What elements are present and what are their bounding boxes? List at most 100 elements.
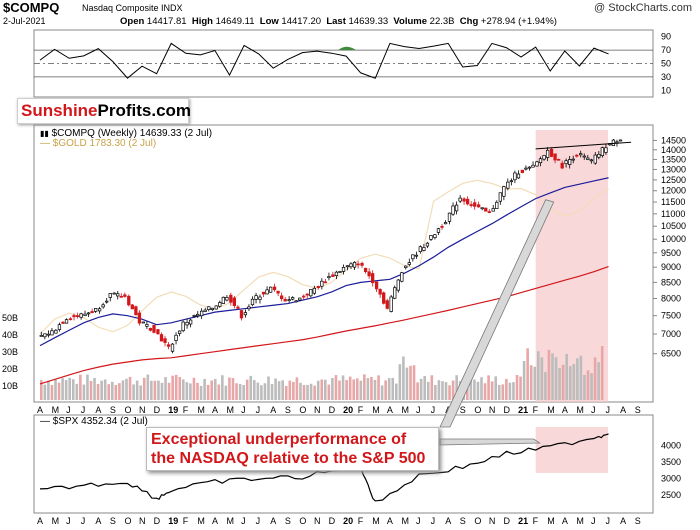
annotation-box: Exceptional underperformance of the NASD… [146, 427, 439, 471]
candle [560, 162, 564, 169]
volume-bar [150, 380, 153, 400]
volume-bar [377, 375, 380, 400]
candle [531, 164, 535, 168]
volume-value: 22.3B [429, 16, 455, 27]
candle [341, 266, 346, 272]
candle [553, 153, 557, 161]
candle [39, 335, 43, 337]
candle [174, 334, 178, 341]
candle [545, 149, 550, 158]
price-x-label: M [401, 405, 409, 415]
volume-bar [487, 375, 490, 400]
candle [506, 181, 510, 189]
candle [181, 321, 185, 332]
candle [327, 276, 331, 279]
volume-tick-label: 50B [2, 313, 18, 323]
candle [97, 308, 102, 312]
spx-tick-label: 3000 [661, 474, 681, 484]
candle [83, 313, 87, 317]
candle [404, 265, 408, 268]
spx-x-label: M [52, 516, 60, 526]
spx-x-label: S [460, 516, 466, 526]
candle [360, 262, 364, 266]
volume-bar [221, 375, 224, 400]
candle [338, 271, 342, 273]
price-x-label: A [562, 405, 568, 415]
candle [127, 295, 131, 306]
price-x-label: D [329, 405, 336, 415]
open-value: 14417.81 [146, 16, 187, 27]
candle [188, 319, 193, 325]
volume-bar [178, 377, 182, 400]
candle [302, 295, 306, 298]
candle [538, 158, 543, 164]
ma-short-line [39, 177, 609, 347]
volume-bar [306, 385, 309, 400]
price-x-label: 20 [343, 405, 353, 415]
candle [200, 310, 204, 317]
candle [203, 309, 207, 312]
candle [101, 304, 105, 308]
candle [440, 226, 444, 228]
volume-bar [363, 374, 366, 400]
volume-bar [64, 380, 68, 400]
volume-bar [409, 365, 412, 400]
rsi-tick-label: 70 [661, 45, 671, 55]
candle [207, 306, 211, 310]
candle [564, 160, 568, 165]
candle [258, 296, 262, 300]
copyright-link[interactable]: @ StockCharts.com [594, 2, 692, 14]
candle [520, 169, 525, 173]
volume-bar [391, 377, 395, 400]
candle [123, 294, 127, 297]
volume-bar [366, 378, 370, 400]
price-x-label: M [227, 405, 235, 415]
volume-bar [292, 381, 295, 400]
price-x-label: M [372, 405, 380, 415]
volume-bar [61, 378, 64, 400]
volume-bar [203, 378, 206, 400]
price-x-label: D [154, 405, 161, 415]
volume-bar [448, 385, 451, 400]
volume-bar [473, 379, 476, 400]
spx-x-label: F [358, 516, 364, 526]
candle [582, 155, 586, 158]
volume-bar [402, 356, 405, 400]
candle [137, 312, 142, 324]
volume-bar [146, 374, 150, 400]
candle [177, 330, 182, 334]
volume-bar [164, 377, 167, 400]
volume-bar [274, 378, 277, 400]
candle [513, 172, 517, 181]
candle [484, 207, 488, 212]
volume-bar [210, 380, 213, 400]
volume-bar [593, 357, 597, 400]
candle [236, 306, 240, 309]
volume-bar [526, 348, 529, 400]
candle [371, 273, 375, 284]
spx-x-label: D [329, 516, 336, 526]
candle [72, 315, 76, 318]
candle [159, 334, 164, 342]
candle [516, 173, 521, 179]
candle [94, 307, 98, 312]
volume-bar [359, 380, 363, 400]
volume-bar [405, 367, 409, 400]
candle [268, 286, 273, 293]
price-x-label: A [37, 405, 43, 415]
volume-bar [100, 380, 103, 400]
volume-bar [199, 385, 203, 400]
volume-bar [89, 380, 93, 400]
volume-bar [132, 384, 135, 400]
volume-bar [494, 376, 497, 400]
candle [458, 197, 462, 202]
candle [90, 311, 94, 314]
candle [43, 333, 47, 338]
volume-tick-label: 20B [2, 364, 18, 374]
volume-bar [345, 380, 348, 400]
price-tick-label: 14000 [661, 145, 686, 155]
candle [473, 202, 477, 207]
candle [462, 198, 466, 202]
spx-x-label: A [387, 516, 393, 526]
volume-bar [253, 380, 256, 400]
